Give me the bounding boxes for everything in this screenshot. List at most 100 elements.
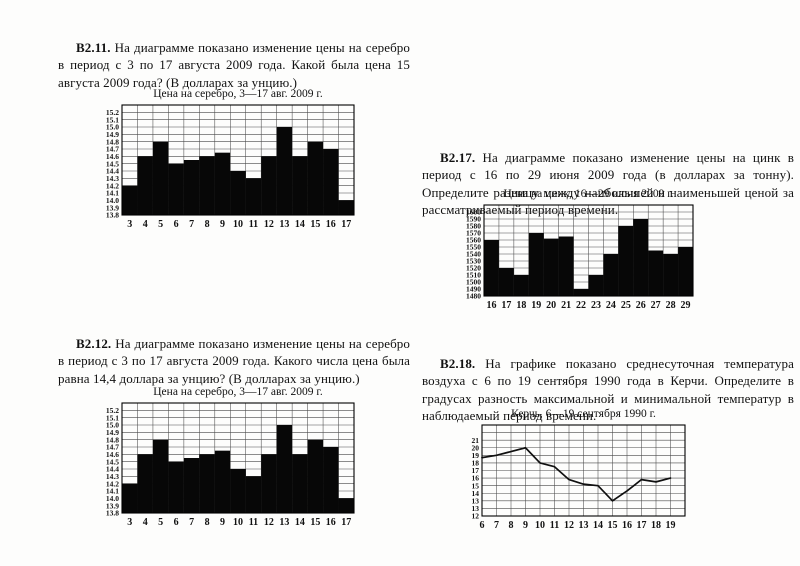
- svg-text:1580: 1580: [466, 222, 481, 231]
- svg-text:14.6: 14.6: [106, 450, 119, 459]
- svg-text:13: 13: [472, 504, 480, 513]
- svg-text:14.7: 14.7: [106, 145, 119, 154]
- svg-text:20: 20: [472, 443, 480, 452]
- chart-plot-silver-1: 13.813.914.014.114.214.314.414.514.614.7…: [106, 104, 355, 230]
- svg-text:9: 9: [220, 517, 225, 528]
- svg-text:23: 23: [591, 300, 601, 311]
- problem-body-b2-11: На диаграмме показано изменение цены на …: [58, 40, 410, 90]
- svg-text:5: 5: [158, 517, 163, 528]
- svg-text:17: 17: [501, 300, 511, 311]
- svg-text:10: 10: [535, 520, 545, 531]
- svg-text:15.0: 15.0: [106, 421, 119, 430]
- svg-text:13: 13: [579, 520, 589, 531]
- svg-text:14.1: 14.1: [106, 487, 119, 496]
- svg-text:15.2: 15.2: [106, 406, 119, 415]
- svg-text:1600: 1600: [466, 208, 481, 217]
- svg-text:20: 20: [546, 300, 556, 311]
- svg-text:4: 4: [143, 219, 148, 230]
- svg-text:13: 13: [279, 517, 289, 528]
- svg-text:14: 14: [295, 219, 305, 230]
- svg-text:28: 28: [666, 300, 676, 311]
- svg-text:13: 13: [279, 219, 289, 230]
- chart-silver-august-1: Цена на серебро, 3—17 авг. 2009 г. 13.8 1…: [88, 88, 364, 232]
- svg-text:9: 9: [523, 520, 528, 531]
- svg-text:1500: 1500: [466, 278, 481, 287]
- svg-text:1570: 1570: [466, 229, 481, 238]
- chart-title-silver-2: Цена на серебро, 3—17 авг. 2009 г.: [153, 386, 323, 398]
- svg-text:17: 17: [341, 219, 351, 230]
- svg-text:14.4: 14.4: [106, 465, 119, 474]
- svg-text:10: 10: [233, 517, 243, 528]
- svg-text:1510: 1510: [466, 271, 481, 280]
- problem-text-b2-17: В2.17. На диаграмме показано изменение ц…: [422, 149, 794, 218]
- svg-text:14.0: 14.0: [106, 196, 119, 205]
- svg-text:24: 24: [606, 300, 616, 311]
- svg-text:15.0: 15.0: [106, 123, 119, 132]
- svg-text:6: 6: [174, 517, 179, 528]
- problem-text-b2-11: В2.11. На диаграмме показано изменение ц…: [58, 39, 410, 91]
- svg-text:12: 12: [264, 517, 274, 528]
- svg-text:1480: 1480: [466, 292, 481, 301]
- chart-plot-silver-2: 13.813.914.014.114.214.314.414.514.614.7…: [106, 402, 355, 528]
- problem-body-b2-17: На диаграмме показано изменение цены на …: [422, 150, 794, 217]
- svg-text:7: 7: [189, 517, 194, 528]
- svg-text:16: 16: [486, 300, 496, 311]
- svg-text:19: 19: [666, 520, 676, 531]
- chart-title-kerch: Керчь, 6—19 сентября 1990 г.: [511, 408, 656, 420]
- svg-text:15.1: 15.1: [106, 115, 119, 124]
- chart-title-silver-1: Цена на серебро, 3—17 авг. 2009 г.: [153, 88, 323, 100]
- chart-title-zinc: Цена на цинк, 16—29 июня 2009 г.: [503, 188, 674, 200]
- svg-text:15: 15: [472, 481, 480, 490]
- svg-text:6: 6: [480, 520, 485, 531]
- svg-text:18: 18: [651, 520, 661, 531]
- svg-text:21: 21: [561, 300, 571, 311]
- problem-number-b2-18: В2.18.: [440, 356, 476, 371]
- chart-zinc-june: Цена на цинк, 16—29 июня 2009 г. 1480 149…: [446, 188, 703, 313]
- svg-text:14: 14: [593, 520, 603, 531]
- svg-text:5: 5: [158, 219, 163, 230]
- svg-text:12: 12: [472, 512, 480, 521]
- svg-text:14.5: 14.5: [106, 457, 119, 466]
- svg-text:11: 11: [550, 520, 559, 531]
- svg-text:13: 13: [472, 496, 480, 505]
- svg-text:13.8: 13.8: [106, 509, 119, 518]
- svg-text:7: 7: [189, 219, 194, 230]
- svg-text:17: 17: [637, 520, 647, 531]
- svg-text:8: 8: [509, 520, 514, 531]
- chart-silver-august-2: Цена на серебро, 3—17 авг. 2009 г. 13.8 1…: [88, 386, 364, 530]
- svg-text:12: 12: [264, 219, 274, 230]
- svg-text:1550: 1550: [466, 243, 481, 252]
- svg-text:14.4: 14.4: [106, 167, 119, 176]
- svg-text:14.7: 14.7: [106, 443, 119, 452]
- svg-text:15: 15: [310, 219, 320, 230]
- svg-text:11: 11: [249, 219, 258, 230]
- svg-text:14.9: 14.9: [106, 428, 119, 437]
- svg-text:15: 15: [310, 517, 320, 528]
- problem-body-b2-12: На диаграмме показано изменение цены на …: [58, 336, 410, 386]
- svg-text:14.8: 14.8: [106, 137, 119, 146]
- svg-text:8: 8: [205, 517, 210, 528]
- svg-text:10: 10: [233, 219, 243, 230]
- svg-text:16: 16: [326, 219, 336, 230]
- svg-text:1520: 1520: [466, 264, 481, 273]
- svg-text:14.1: 14.1: [106, 189, 119, 198]
- svg-text:26: 26: [636, 300, 646, 311]
- svg-text:15.1: 15.1: [106, 413, 119, 422]
- chart-plot-zinc: 1480149015001510152015301540155015601570…: [466, 204, 694, 311]
- problem-text-b2-12: В2.12. На диаграмме показано изменение ц…: [58, 335, 410, 387]
- svg-text:21: 21: [472, 436, 480, 445]
- chart-kerch-temperature: Керчь, 6—19 сентября 1990 г. 12 13 13 14 15 1…: [446, 408, 695, 533]
- svg-text:14.5: 14.5: [106, 159, 119, 168]
- svg-text:1540: 1540: [466, 250, 481, 259]
- problem-body-b2-18: На графике показано среднесуточная темпе…: [422, 356, 794, 423]
- svg-text:15.2: 15.2: [106, 108, 119, 117]
- svg-text:22: 22: [576, 300, 586, 311]
- svg-text:13.8: 13.8: [106, 211, 119, 220]
- svg-text:14: 14: [472, 489, 480, 498]
- svg-text:3: 3: [127, 517, 132, 528]
- svg-text:14.2: 14.2: [106, 181, 119, 190]
- svg-text:16: 16: [326, 517, 336, 528]
- svg-text:27: 27: [651, 300, 661, 311]
- svg-text:12: 12: [564, 520, 574, 531]
